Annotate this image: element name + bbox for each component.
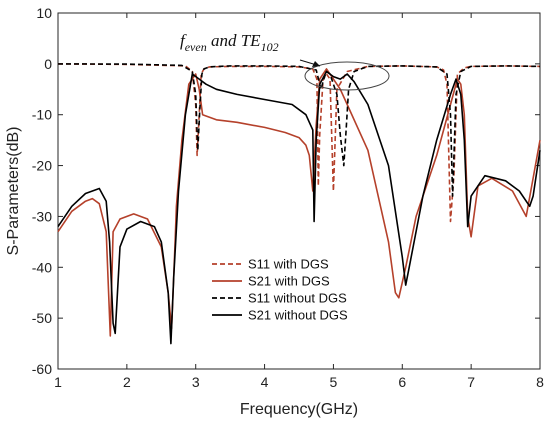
x-tick-labels: 1 2 3 4 5 6 7 8 bbox=[54, 374, 544, 390]
series-line-3 bbox=[57, 70, 541, 345]
legend-label-3: S21 without DGS bbox=[248, 308, 348, 323]
y-tick-label-1: 0 bbox=[44, 56, 52, 72]
x-tick-label-1: 2 bbox=[123, 374, 131, 390]
x-tick-label-4: 5 bbox=[330, 374, 338, 390]
x-axis-label: Frequency(GHz) bbox=[240, 401, 358, 418]
y-axis-label: S-Parameters(dB) bbox=[5, 127, 22, 256]
x-tick-label-2: 3 bbox=[192, 374, 200, 390]
legend-label-2: S11 without DGS bbox=[248, 291, 347, 306]
y-tick-label-4: -30 bbox=[32, 208, 52, 224]
y-tick-label-5: -40 bbox=[32, 259, 52, 275]
legend-label-1: S21 with DGS bbox=[248, 274, 330, 289]
series-line-2 bbox=[57, 63, 541, 197]
y-tick-label-7: -60 bbox=[32, 361, 52, 377]
x-tick-label-6: 7 bbox=[467, 374, 475, 390]
y-tick-label-0: 10 bbox=[36, 5, 52, 21]
legend: S11 with DGS S21 with DGS S11 without DGS S… bbox=[212, 257, 348, 323]
y-tick-label-6: -50 bbox=[32, 310, 52, 326]
y-tick-label-3: -20 bbox=[32, 158, 52, 174]
x-tick-label-7: 8 bbox=[536, 374, 544, 390]
annotation-arrowhead bbox=[312, 61, 320, 67]
highlight-ellipse bbox=[304, 61, 390, 91]
x-tick-label-3: 4 bbox=[261, 374, 269, 390]
x-tick-label-0: 1 bbox=[54, 374, 62, 390]
y-tick-labels: 10 0 -10 -20 -30 -40 -50 -60 bbox=[32, 5, 52, 377]
x-tick-label-5: 6 bbox=[398, 374, 406, 390]
y-tick-label-2: -10 bbox=[32, 107, 52, 123]
plot-lines bbox=[57, 63, 541, 345]
annotation-label: feven and TE102 bbox=[180, 31, 279, 54]
series-line-1 bbox=[57, 68, 541, 337]
legend-label-0: S11 with DGS bbox=[248, 257, 329, 272]
